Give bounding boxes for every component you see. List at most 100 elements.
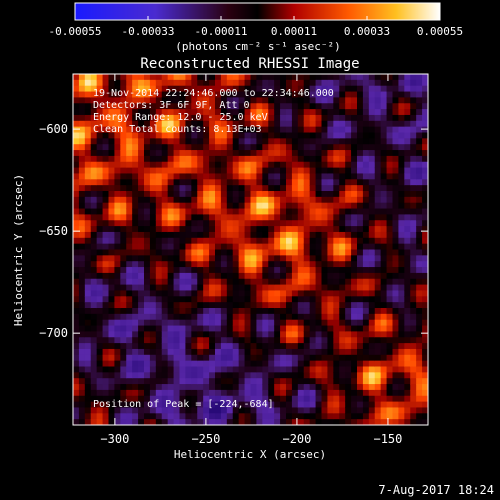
colorbar-tick-label: -0.00033 <box>122 25 175 38</box>
heatmap-cell <box>262 308 269 315</box>
heatmap-cell <box>351 114 358 122</box>
heatmap-cell <box>84 226 92 233</box>
heatmap-cell <box>220 261 228 268</box>
heatmap-cell <box>167 419 175 425</box>
heatmap-cell <box>398 325 405 332</box>
heatmap-cell <box>422 389 428 397</box>
heatmap-cell <box>274 173 281 180</box>
heatmap-cell <box>315 85 323 93</box>
heatmap-cell <box>297 85 305 93</box>
heatmap-cell <box>120 85 127 93</box>
heatmap-cell <box>351 79 358 87</box>
heatmap-cell <box>226 114 234 122</box>
heatmap-cell <box>327 413 334 420</box>
heatmap-cell <box>303 366 311 373</box>
heatmap-cell <box>274 155 281 163</box>
heatmap-cell <box>96 237 104 245</box>
heatmap-cell <box>351 290 358 297</box>
heatmap-cell <box>179 407 187 414</box>
heatmap-cell <box>96 150 104 157</box>
heatmap-cell <box>244 196 252 204</box>
heatmap-cell <box>297 290 305 297</box>
heatmap-cell <box>84 389 92 397</box>
heatmap-cell <box>374 208 382 215</box>
heatmap-cell <box>315 267 323 274</box>
heatmap-cell <box>368 389 376 397</box>
heatmap-cell <box>191 313 198 321</box>
heatmap-cell <box>126 220 133 227</box>
heatmap-cell <box>256 308 263 315</box>
heatmap-cell <box>244 401 252 409</box>
heatmap-cell <box>339 261 346 268</box>
heatmap-cell <box>250 407 258 414</box>
heatmap-cell <box>185 226 192 233</box>
heatmap-cell <box>197 278 204 286</box>
heatmap-cell <box>416 196 423 204</box>
heatmap-cell <box>309 155 317 163</box>
heatmap-cell <box>220 155 228 163</box>
heatmap-cell <box>232 413 240 420</box>
heatmap-cell <box>250 325 258 332</box>
heatmap-cell <box>238 395 246 403</box>
heatmap-cell <box>250 126 258 134</box>
heatmap-cell <box>203 413 210 420</box>
heatmap-cell <box>215 401 222 409</box>
heatmap-cell <box>96 74 104 81</box>
heatmap-cell <box>422 401 428 409</box>
heatmap-cell <box>132 413 139 420</box>
heatmap-cell <box>327 109 334 116</box>
heatmap-cell <box>185 103 192 110</box>
heatmap-cell <box>215 85 222 93</box>
heatmap-cell <box>149 272 157 280</box>
heatmap-cell <box>144 179 151 186</box>
heatmap-cell <box>362 226 370 233</box>
heatmap-cell <box>155 261 163 268</box>
heatmap-cell <box>327 226 334 233</box>
heatmap-cell <box>339 249 346 256</box>
heatmap-cell <box>203 109 210 116</box>
heatmap-cell <box>309 138 317 145</box>
heatmap-cell <box>144 267 151 274</box>
heatmap-cell <box>149 120 157 128</box>
heatmap-cell <box>155 155 163 163</box>
heatmap-cell <box>256 179 263 186</box>
heatmap-cell <box>374 343 382 350</box>
heatmap-cell <box>256 331 263 338</box>
heatmap-cell <box>114 407 121 414</box>
heatmap-cell <box>238 249 246 256</box>
heatmap-cell <box>209 296 216 303</box>
heatmap-cell <box>161 249 169 256</box>
heatmap-cell <box>333 91 340 98</box>
heatmap-cell <box>398 360 405 368</box>
heatmap-cell <box>215 278 222 286</box>
heatmap-cell <box>108 91 116 98</box>
heatmap-cell <box>303 331 311 338</box>
heatmap-cell <box>410 343 417 350</box>
heatmap-cell <box>232 114 240 122</box>
heatmap-cell <box>274 325 281 332</box>
heatmap-cell <box>404 185 411 192</box>
heatmap-cell <box>84 103 92 110</box>
heatmap-cell <box>404 319 411 327</box>
heatmap-cell <box>386 173 394 180</box>
heatmap-cell <box>268 313 275 321</box>
heatmap-cell <box>392 85 400 93</box>
heatmap-cell <box>209 208 216 215</box>
heatmap-cell <box>339 419 346 425</box>
heatmap-cell <box>362 413 370 420</box>
heatmap-cell <box>333 378 340 385</box>
heatmap-cell <box>274 313 281 321</box>
heatmap-cell <box>114 389 121 397</box>
heatmap-cell <box>108 296 116 303</box>
heatmap-cell <box>404 126 411 134</box>
heatmap-cell <box>416 308 423 315</box>
heatmap-cell <box>404 144 411 151</box>
heatmap-cell <box>374 150 382 157</box>
heatmap-cell <box>108 202 116 210</box>
heatmap-cell <box>416 208 423 215</box>
heatmap-cell <box>167 208 175 215</box>
heatmap-cell <box>315 360 323 368</box>
heatmap-cell <box>286 231 293 239</box>
heatmap-cell <box>96 261 104 268</box>
heatmap-cell <box>114 401 121 409</box>
